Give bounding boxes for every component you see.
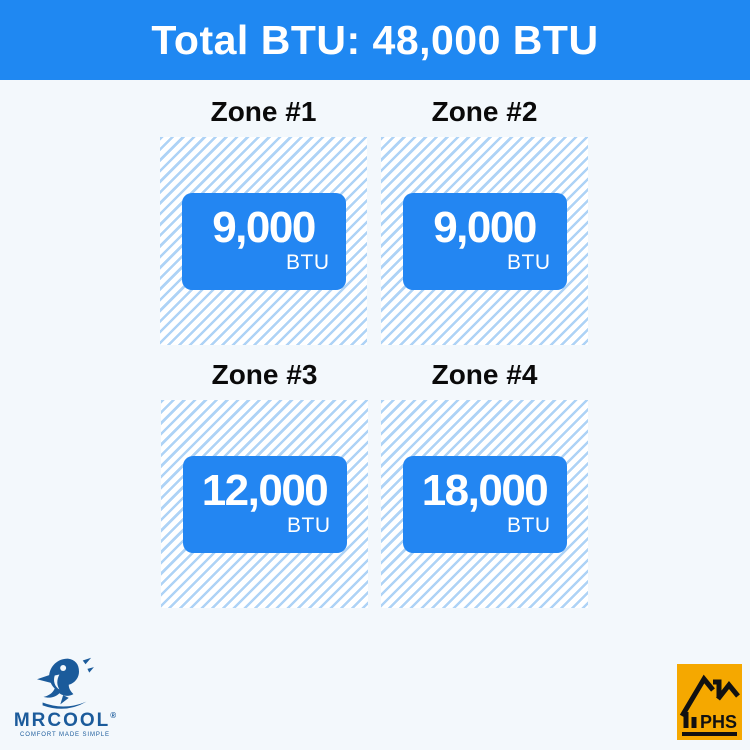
header-banner: Total BTU: 48,000 BTU: [0, 0, 750, 80]
penguin-mascot-icon: [37, 657, 94, 709]
btu-value: 12,000: [201, 465, 329, 515]
btu-value: 18,000: [421, 465, 549, 515]
btu-card: 9,000 BTU: [181, 192, 346, 290]
phs-house-icon: PHS: [679, 674, 740, 736]
zone-title: Zone #4: [431, 359, 538, 390]
zone-hatch-area: 9,000 BTU: [381, 137, 588, 345]
zone-section-1: Zone #1 9,000 BTU: [160, 94, 367, 345]
zone-hatch-area: 9,000 BTU: [160, 137, 367, 345]
zone-hatch-area: 18,000 BTU: [381, 400, 588, 608]
btu-unit-label: BTU: [287, 513, 331, 537]
btu-unit-label: BTU: [507, 250, 551, 274]
mrcool-wordmark: MRCOOL®: [12, 711, 118, 731]
mrcool-tagline: COMFORT MADE SIMPLE: [20, 732, 110, 738]
zone-hatch-area: 12,000 BTU: [161, 400, 368, 608]
btu-card: 12,000 BTU: [182, 455, 347, 553]
phs-logo: PHS PHS: [677, 664, 742, 740]
mrcool-logo: MRCOOL® COMFORT MADE SIMPLE: [12, 654, 118, 738]
btu-unit-label: BTU: [507, 513, 551, 537]
btu-value: 9,000: [433, 202, 537, 252]
btu-card: 18,000 BTU: [402, 455, 567, 553]
page-title: Total BTU: 48,000 BTU: [151, 16, 599, 63]
btu-value: 9,000: [212, 202, 316, 252]
btu-unit-label: BTU: [286, 250, 330, 274]
zone-section-2: Zone #2 9,000 BTU: [381, 94, 588, 345]
zone-section-3: Zone #3 12,000 BTU: [161, 357, 368, 608]
zone-section-4: Zone #4 18,000 BTU: [381, 357, 588, 608]
zone-title: Zone #3: [211, 359, 318, 390]
phs-underline: [682, 732, 737, 736]
btu-card: 9,000 BTU: [402, 192, 567, 290]
registered-trademark-symbol: ®: [110, 711, 117, 720]
mrcool-wordmark-text: MRCOOL: [13, 710, 111, 731]
zone-title: Zone #1: [210, 96, 317, 127]
zone-title: Zone #2: [431, 96, 538, 127]
phs-label-glyph: PHS: [700, 712, 737, 732]
